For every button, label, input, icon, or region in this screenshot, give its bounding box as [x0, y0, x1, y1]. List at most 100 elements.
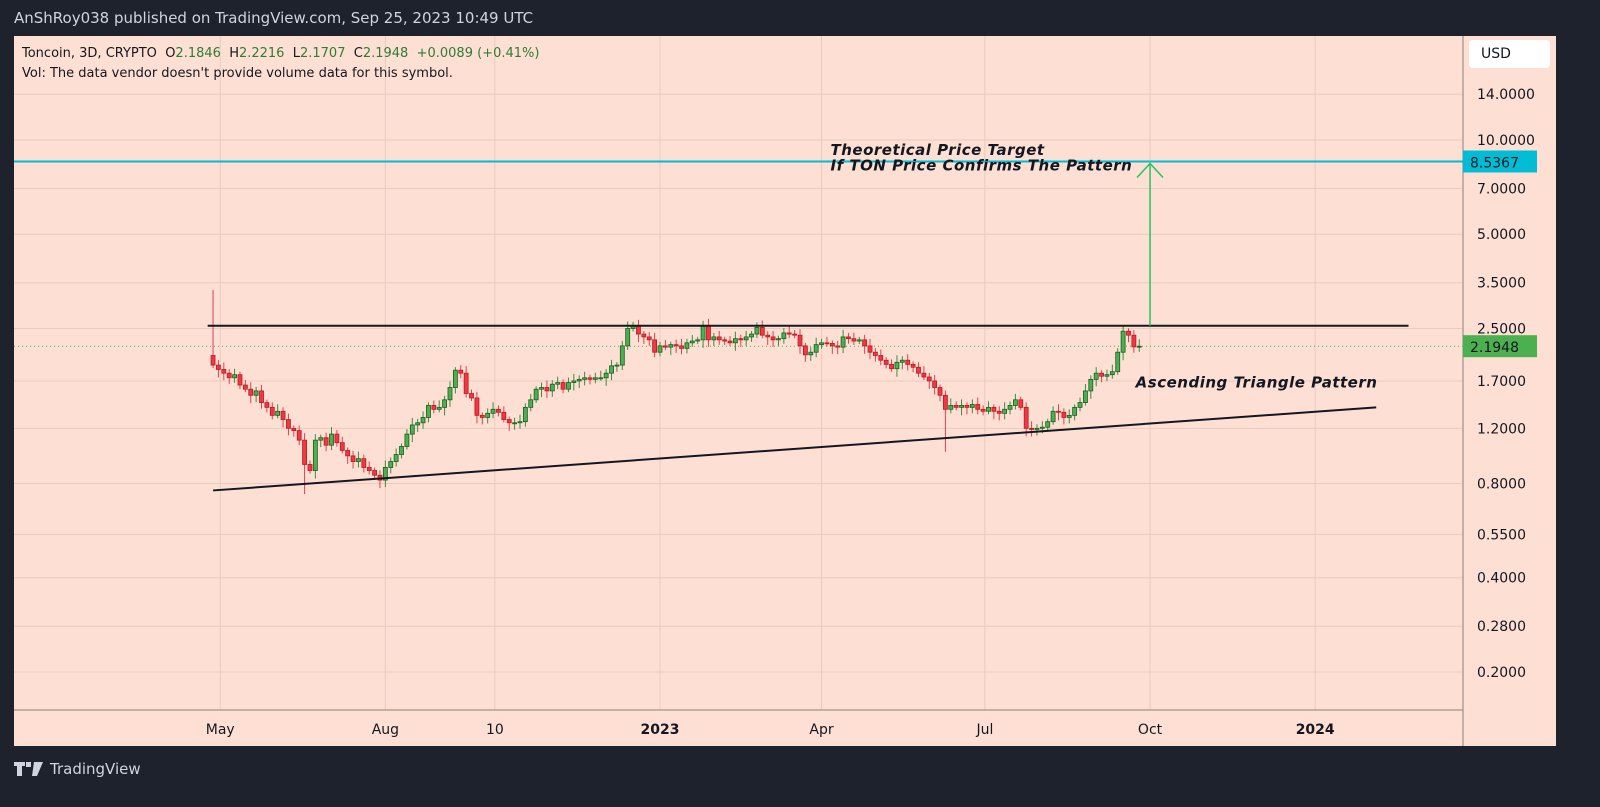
candle: [711, 332, 717, 346]
candle: [1083, 383, 1088, 406]
candle-body: [910, 364, 916, 368]
candle-body: [555, 382, 561, 385]
candle: [781, 327, 787, 344]
candle-body: [695, 339, 701, 342]
candle: [436, 400, 442, 413]
close-value: 2.1948: [362, 46, 409, 61]
candle: [743, 330, 749, 346]
candle: [420, 411, 426, 429]
candle-body: [706, 325, 711, 341]
candle: [291, 425, 297, 437]
candle: [452, 367, 458, 394]
price-tick-label: 0.8000: [1477, 476, 1526, 492]
candle-body: [501, 411, 507, 420]
candle: [490, 402, 496, 419]
candle-body: [797, 334, 803, 347]
candle-body: [765, 334, 771, 338]
candle-body: [991, 406, 997, 412]
candle: [964, 402, 970, 415]
candle: [1066, 409, 1072, 424]
candle-body: [312, 439, 318, 471]
candle-body: [1131, 334, 1137, 348]
candle: [851, 332, 857, 346]
candle-body: [485, 412, 491, 418]
current-price-label: 2.1948: [1470, 340, 1519, 356]
candle: [802, 342, 808, 362]
candle-body: [388, 461, 394, 468]
candle: [447, 381, 453, 407]
candle: [1002, 402, 1008, 420]
candle-body: [878, 355, 884, 361]
candle-body: [1120, 330, 1126, 353]
candle-body: [1077, 402, 1083, 408]
candle: [598, 370, 604, 381]
candle-body: [964, 405, 970, 408]
candle: [501, 406, 507, 423]
candle: [345, 447, 351, 464]
candle-body: [275, 410, 281, 416]
currency-button[interactable]: USD: [1469, 40, 1550, 68]
volume-note: Vol: The data vendor doesn't provide vol…: [22, 66, 453, 81]
candle-body: [469, 393, 474, 399]
candle-body: [716, 336, 722, 341]
price-tick-label: 1.7000: [1477, 374, 1526, 390]
candle-body: [1023, 406, 1029, 429]
candle-body: [566, 382, 571, 390]
candle-body: [404, 433, 410, 447]
candle-body: [689, 340, 695, 344]
price-tick-label: 1.2000: [1477, 421, 1526, 437]
candle: [1120, 325, 1126, 361]
candle-body: [722, 339, 728, 342]
candle: [899, 356, 905, 370]
candle: [975, 397, 981, 415]
candle: [673, 339, 679, 353]
candle-body: [216, 364, 221, 370]
candle: [1023, 402, 1029, 437]
candle: [216, 360, 221, 378]
candle-body: [323, 437, 329, 446]
candle-body: [582, 377, 588, 380]
candle-body: [754, 327, 760, 335]
symbol-name[interactable]: Toncoin, 3D, CRYPTO: [22, 46, 157, 61]
price-tick-label: 10.0000: [1477, 133, 1535, 149]
candle: [706, 318, 711, 347]
price-tick-label: 0.4000: [1477, 571, 1526, 587]
candle: [867, 338, 873, 360]
candle: [339, 436, 345, 454]
candle: [1018, 396, 1024, 411]
time-tick-label: Oct: [1138, 722, 1163, 738]
low-label: L: [292, 46, 300, 61]
candle: [382, 460, 388, 488]
candle: [312, 434, 318, 479]
candle-body: [522, 406, 528, 423]
candle-body: [463, 372, 469, 394]
candle-body: [1072, 406, 1078, 416]
candle: [592, 372, 598, 384]
candle: [943, 390, 948, 452]
candle-body: [302, 439, 307, 465]
candle: [431, 400, 437, 414]
candle: [732, 331, 738, 351]
candle-body: [727, 340, 733, 344]
candle: [522, 403, 528, 427]
candle: [797, 329, 803, 354]
candle-body: [560, 382, 566, 390]
chart-panel[interactable]: [14, 36, 1556, 746]
candle: [646, 331, 652, 346]
candle: [835, 340, 841, 355]
candle-body: [1088, 378, 1094, 392]
candle: [555, 376, 561, 390]
candle-body: [636, 325, 641, 335]
annotation-text: Theoretical Price Target: [831, 141, 1045, 159]
candle: [609, 359, 614, 381]
candle-body: [420, 417, 426, 424]
candle-body: [1034, 427, 1040, 430]
candle-body: [221, 369, 227, 374]
candle-body: [711, 336, 717, 341]
candle: [878, 349, 884, 366]
candle: [1088, 375, 1094, 399]
candle: [275, 404, 281, 419]
candle-body: [770, 336, 776, 341]
candle: [350, 450, 356, 469]
